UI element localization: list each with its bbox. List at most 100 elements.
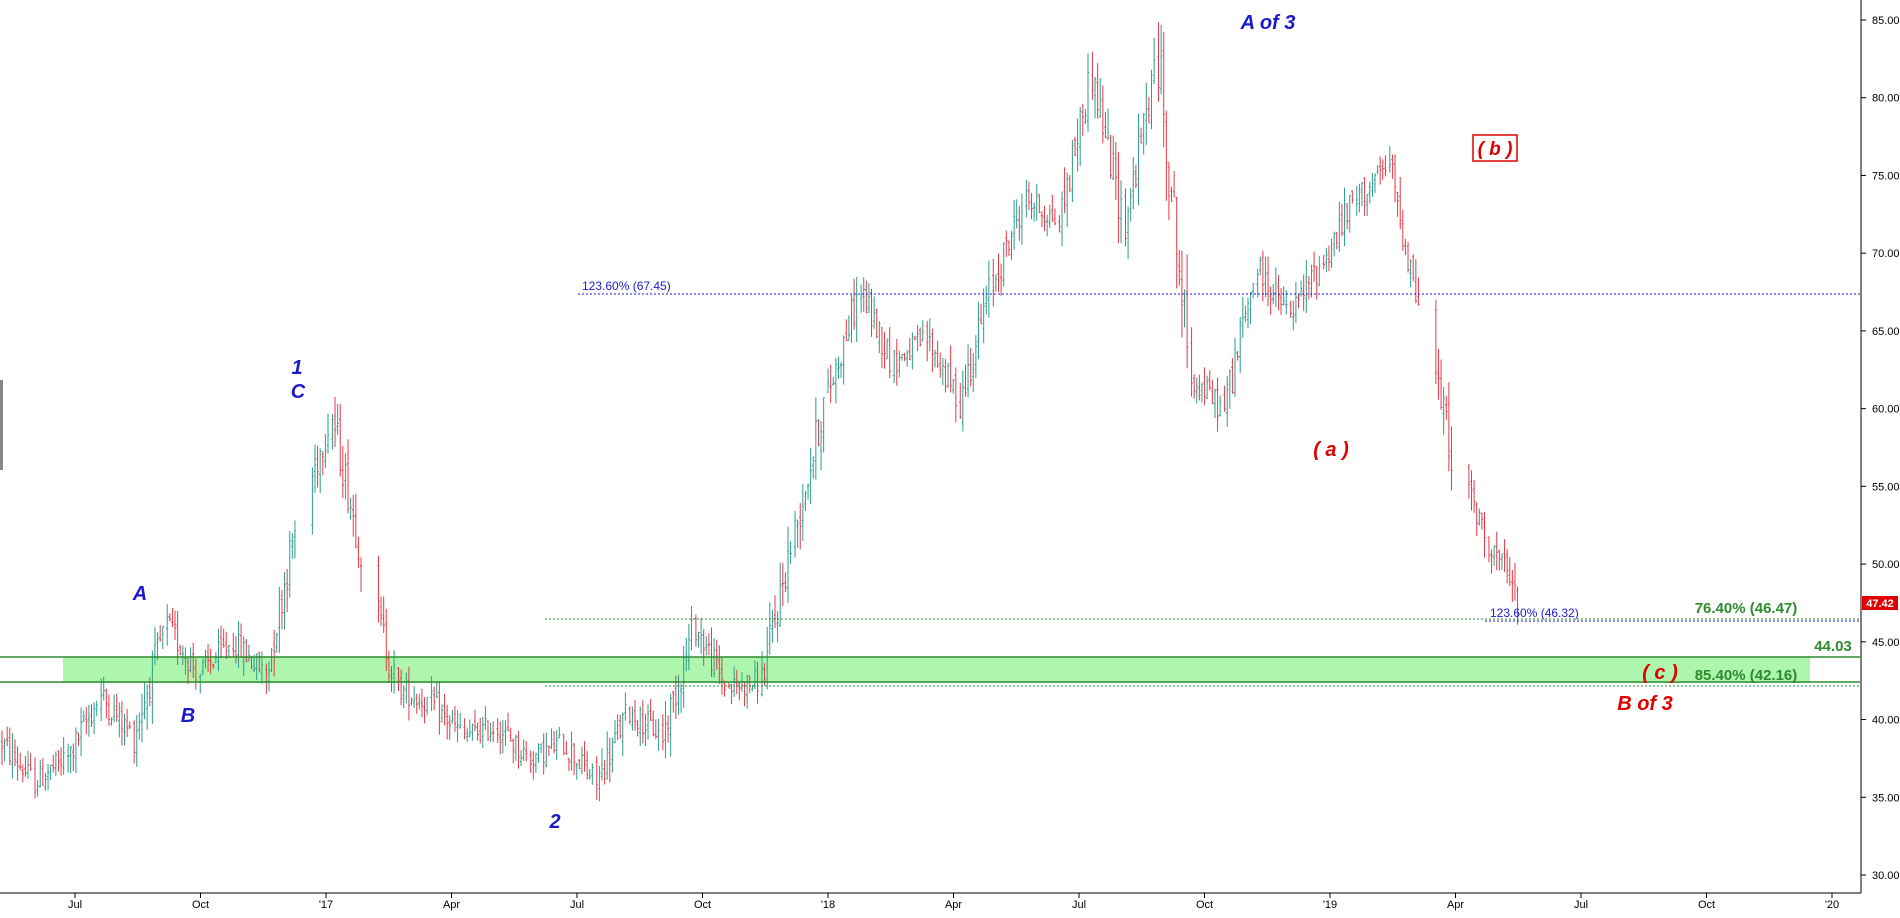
ohlc-bar [1175, 196, 1178, 289]
wave-label-red-b-box [1472, 134, 1518, 162]
ohlc-bar [423, 697, 426, 724]
ohlc-bar [636, 719, 639, 737]
ohlc-bar [1134, 164, 1138, 189]
ohlc-bar [705, 636, 708, 656]
ohlc-bar [646, 704, 650, 740]
ohlc-bar [285, 568, 289, 613]
ohlc-bar [57, 750, 60, 772]
ohlc-bar [1381, 159, 1384, 180]
ohlc-bar [1020, 193, 1024, 245]
left-scroll-handle[interactable] [0, 380, 3, 470]
ohlc-bar [1363, 177, 1366, 216]
ohlc-bar [1040, 211, 1044, 227]
ohlc-bar [1159, 24, 1163, 95]
ohlc-bar [1312, 251, 1316, 283]
ohlc-bar [11, 733, 14, 779]
ohlc-bar [850, 294, 853, 343]
ohlc-bar [176, 610, 179, 665]
ohlc-bar [425, 696, 429, 716]
ohlc-bar [36, 779, 39, 797]
ohlc-bar [987, 260, 991, 318]
ohlc-bar [913, 335, 917, 340]
ohlc-bar [892, 350, 896, 384]
ohlc-bar [435, 681, 438, 698]
ohlc-bar [87, 704, 91, 737]
ohlc-bar [1106, 108, 1110, 141]
ohlc-bar [591, 763, 594, 785]
ohlc-bar [280, 589, 284, 630]
x-tick-label: Oct [192, 899, 209, 911]
ohlc-bar [1500, 553, 1504, 570]
ohlc-bar [1322, 254, 1325, 269]
ohlc-bar [1198, 374, 1201, 401]
ohlc-bar [112, 694, 116, 723]
ohlc-bar [1244, 305, 1247, 322]
ohlc-bar [1114, 142, 1118, 201]
ohlc-bar [1302, 274, 1305, 312]
ohlc-bar [354, 493, 358, 549]
ohlc-bar [652, 710, 655, 737]
ohlc-bar [501, 719, 505, 754]
ohlc-bar [1399, 176, 1402, 230]
ohlc-bar [476, 722, 479, 741]
ohlc-bar [1211, 379, 1214, 405]
ohlc-bar [1414, 259, 1418, 304]
ohlc-bar [784, 572, 787, 593]
ohlc-bar [1137, 113, 1140, 206]
ohlc-bar [1099, 77, 1102, 118]
ohlc-bar [575, 762, 578, 780]
ohlc-bar [344, 453, 347, 500]
ohlc-bar [234, 636, 238, 664]
x-tick-label: Jul [1574, 899, 1588, 911]
ohlc-bar [1338, 201, 1341, 252]
ohlc-bar [463, 718, 466, 740]
ohlc-bar [555, 729, 558, 760]
ohlc-bar [964, 364, 967, 397]
ohlc-bar [552, 731, 556, 754]
ohlc-bar [1203, 367, 1206, 406]
ohlc-bar [603, 759, 606, 785]
ohlc-bar [796, 519, 799, 548]
ohlc-bar [880, 327, 884, 368]
ohlc-bar [272, 629, 276, 677]
ohlc-bar [171, 607, 174, 628]
ohlc-bar [3, 738, 6, 762]
wave-label-red-b-of-3: B of 3 [1617, 693, 1673, 715]
x-tick-label: '18 [821, 899, 835, 911]
ohlc-bar [79, 707, 83, 757]
ohlc-bar [547, 745, 551, 757]
ohlc-bar [903, 352, 906, 362]
ohlc-bar [1236, 350, 1239, 361]
ohlc-bar [1101, 85, 1105, 144]
ohlc-bar [509, 727, 512, 742]
ohlc-bar [219, 625, 223, 659]
ohlc-bar [1365, 194, 1369, 217]
last-price-tag [1862, 596, 1898, 610]
ohlc-bar [473, 709, 477, 731]
wave-label-red-c: ( c ) [1642, 662, 1678, 684]
ohlc-bar [438, 681, 441, 735]
ohlc-bar [90, 704, 93, 728]
ohlc-bar [1086, 53, 1090, 132]
ohlc-bar [1330, 238, 1333, 269]
ohlc-bar [657, 718, 660, 752]
ohlc-bar [944, 359, 947, 393]
ohlc-bar [0, 730, 4, 766]
ohlc-bar [1335, 231, 1338, 250]
ohlc-bar [258, 651, 261, 673]
ohlc-bar [1277, 274, 1280, 311]
ohlc-bar [793, 510, 797, 558]
wave-label-blue-2: 2 [548, 811, 560, 833]
ohlc-bar [1343, 187, 1346, 246]
ohlc-bar [382, 596, 385, 633]
ohlc-bar [1401, 209, 1405, 251]
ohlc-bar [933, 349, 937, 368]
ohlc-bar [69, 745, 72, 774]
ohlc-bar [331, 414, 334, 450]
ohlc-bar [1348, 195, 1351, 233]
ohlc-bar [92, 702, 96, 734]
ohlc-bar [878, 320, 881, 353]
ohlc-bar [33, 757, 37, 799]
